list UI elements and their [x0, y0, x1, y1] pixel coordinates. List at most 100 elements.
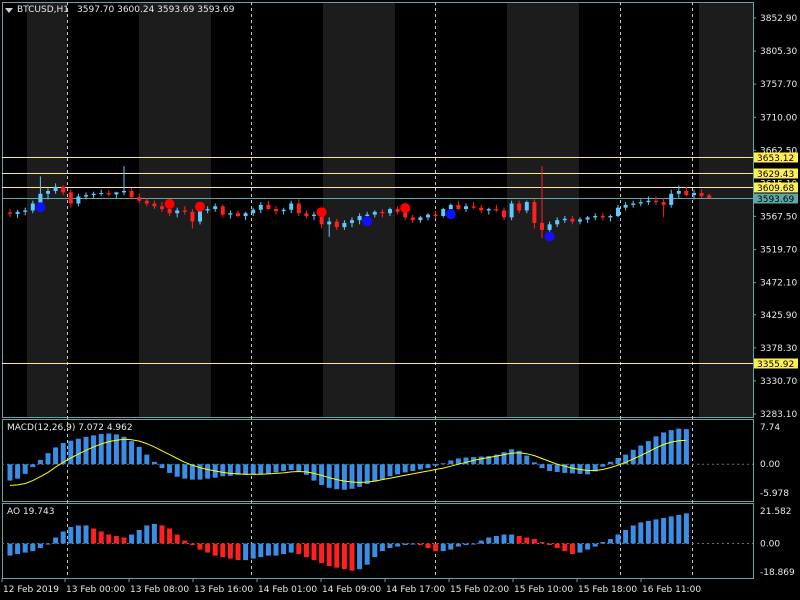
level-label: 3609.68 — [757, 184, 794, 194]
ao-bar — [577, 543, 583, 553]
candle-body — [578, 219, 582, 222]
macd-bar — [243, 464, 249, 475]
candle-body — [243, 213, 248, 216]
candle-body — [464, 206, 468, 210]
time-axis-label: 15 Feb 18:00 — [578, 585, 637, 595]
macd-bar — [600, 464, 606, 467]
ao-bar — [607, 539, 613, 544]
ao-bar — [83, 525, 89, 544]
triangle-down-icon[interactable] — [5, 7, 13, 13]
macd-pane-frame — [2, 419, 754, 502]
ao-bar — [7, 543, 13, 556]
time-axis-label: 15 Feb 02:00 — [450, 585, 509, 595]
candle-body — [334, 221, 339, 228]
price-axis-label: 3757.70 — [760, 80, 797, 90]
candle-body — [144, 200, 149, 204]
candle-body — [707, 195, 712, 199]
ao-bar — [288, 543, 294, 553]
ao-bar — [227, 543, 233, 559]
time-axis-label: 15 Feb 10:00 — [514, 585, 573, 595]
candle-body — [494, 209, 499, 211]
candle-body — [524, 202, 529, 211]
session-band — [323, 2, 395, 417]
candle-body — [114, 192, 119, 195]
ao-bar — [387, 543, 393, 549]
ao-bar — [410, 543, 416, 545]
macd-bar — [151, 461, 157, 465]
ao-pane-frame — [2, 503, 754, 579]
macd-bar — [235, 464, 241, 475]
macd-bar — [455, 458, 461, 465]
macd-bar — [661, 432, 667, 465]
ao-bar — [402, 543, 408, 546]
macd-bar — [68, 440, 74, 465]
ao-bar — [592, 543, 598, 547]
price-pane-frame — [2, 2, 754, 418]
macd-bar — [45, 453, 51, 465]
candle-body — [692, 193, 696, 196]
macd-bar — [615, 457, 621, 465]
ao-bar — [129, 534, 135, 544]
macd-axis-label: 7.74 — [760, 423, 780, 433]
macd-bar — [311, 464, 317, 481]
ao-bar — [630, 525, 636, 544]
macd-bar — [562, 464, 568, 473]
chart-header: BTCUSD,H1 3597.70 3600.24 3593.69 3593.6… — [5, 4, 234, 16]
time-axis-label: 14 Feb 01:00 — [258, 585, 317, 595]
macd-bar — [486, 456, 492, 465]
macd-bar — [531, 462, 537, 465]
candle-body — [372, 211, 377, 215]
candle-body — [91, 193, 96, 196]
ao-bar — [53, 537, 59, 544]
ao-bar — [471, 543, 477, 545]
ao-bar — [364, 543, 370, 565]
ao-bar — [212, 543, 218, 556]
macd-bar — [197, 464, 203, 480]
ao-bar — [22, 543, 28, 553]
macd-bar — [319, 464, 325, 485]
ao-bar — [37, 543, 43, 549]
candle-body — [175, 210, 180, 214]
macd-bar — [296, 464, 302, 471]
candle-body — [304, 213, 309, 216]
ao-bar — [645, 520, 651, 544]
candle-body — [395, 209, 400, 212]
time-axis-label: 13 Feb 08:00 — [130, 585, 189, 595]
ao-bar — [683, 513, 689, 544]
ao-bar — [15, 543, 21, 555]
candle-body — [99, 193, 104, 195]
ao-bar — [615, 534, 621, 544]
ao-bar — [440, 543, 446, 552]
candle-body — [448, 204, 453, 210]
price-axis-label: 3710.00 — [760, 113, 797, 123]
candle-body — [661, 202, 666, 205]
ao-axis-label: -18.869 — [760, 568, 795, 578]
candle-body — [61, 186, 66, 193]
macd-bar — [349, 464, 355, 489]
ao-bar — [562, 543, 568, 552]
ao-bar — [98, 531, 104, 544]
ao-bar — [455, 543, 461, 547]
level-label-box — [754, 182, 798, 193]
macd-bar — [417, 464, 423, 470]
ao-bar — [638, 522, 644, 544]
candle-body — [258, 204, 263, 210]
level-label: 3629.43 — [757, 170, 794, 180]
macd-bar — [645, 441, 651, 465]
candle-body — [289, 203, 294, 210]
macd-bar — [493, 454, 499, 465]
macd-bar — [288, 464, 294, 471]
macd-bar — [379, 464, 385, 480]
current-price-box — [754, 193, 798, 204]
ao-bar — [296, 543, 302, 555]
time-axis-label: 16 Feb 11:00 — [642, 585, 701, 595]
fractal-marker — [400, 203, 411, 214]
candle-body — [646, 200, 651, 203]
candle-body — [220, 206, 225, 215]
ao-bar — [486, 537, 492, 544]
macd-bar — [189, 464, 195, 480]
ao-bar — [395, 543, 401, 547]
macd-bar — [569, 464, 575, 474]
